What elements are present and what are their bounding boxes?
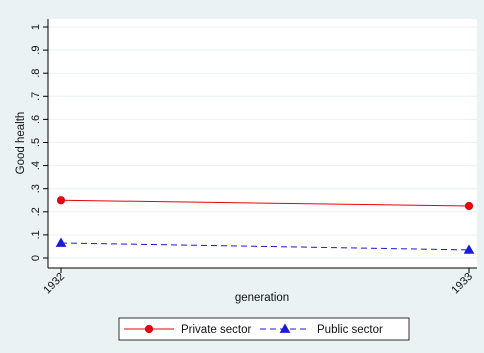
legend-marker (144, 324, 154, 334)
legend: Private sector Public sector (118, 317, 410, 341)
y-tick-label: .9 (30, 46, 42, 55)
series-line-public-sector (60, 242, 470, 251)
data-point-public-sector (463, 244, 475, 254)
series (55, 196, 475, 254)
y-tick-label: .4 (30, 161, 42, 170)
y-tick-label: .8 (30, 69, 42, 78)
y-tick-label: .7 (30, 92, 42, 101)
y-tick-label: .2 (30, 207, 42, 216)
x-axis-title: generation (235, 292, 289, 304)
y-tick-label: .5 (30, 138, 42, 147)
y-ticks: 0 .1 .2 .3 .4 .5 .6 .7 .8 .9 1 (30, 24, 48, 261)
y-axis-title: Good health (15, 112, 27, 175)
data-point-private-sector (56, 196, 66, 205)
y-tick-label: .6 (30, 115, 42, 124)
data-point-private-sector (464, 201, 474, 211)
y-tick-label: .1 (30, 230, 42, 239)
series-private-sector (56, 196, 474, 211)
y-tick-label: 1 (30, 24, 42, 30)
series-line-private-sector (60, 199, 470, 207)
legend-entries: Private sector Public sector (124, 323, 383, 336)
data-point-public-sector (55, 237, 67, 247)
legend-entry-public-sector: Public sector (260, 323, 383, 336)
y-tick-label: 0 (30, 255, 42, 261)
legend-label: Public sector (317, 324, 383, 336)
legend-entry-private-sector: Private sector (124, 324, 251, 336)
axes (47, 19, 477, 269)
legend-label: Private sector (181, 324, 251, 336)
y-tick-label: .3 (30, 184, 42, 193)
plot-area (48, 19, 477, 268)
series-public-sector (55, 237, 475, 254)
legend-marker (279, 323, 291, 333)
grid-lines (48, 26, 477, 259)
